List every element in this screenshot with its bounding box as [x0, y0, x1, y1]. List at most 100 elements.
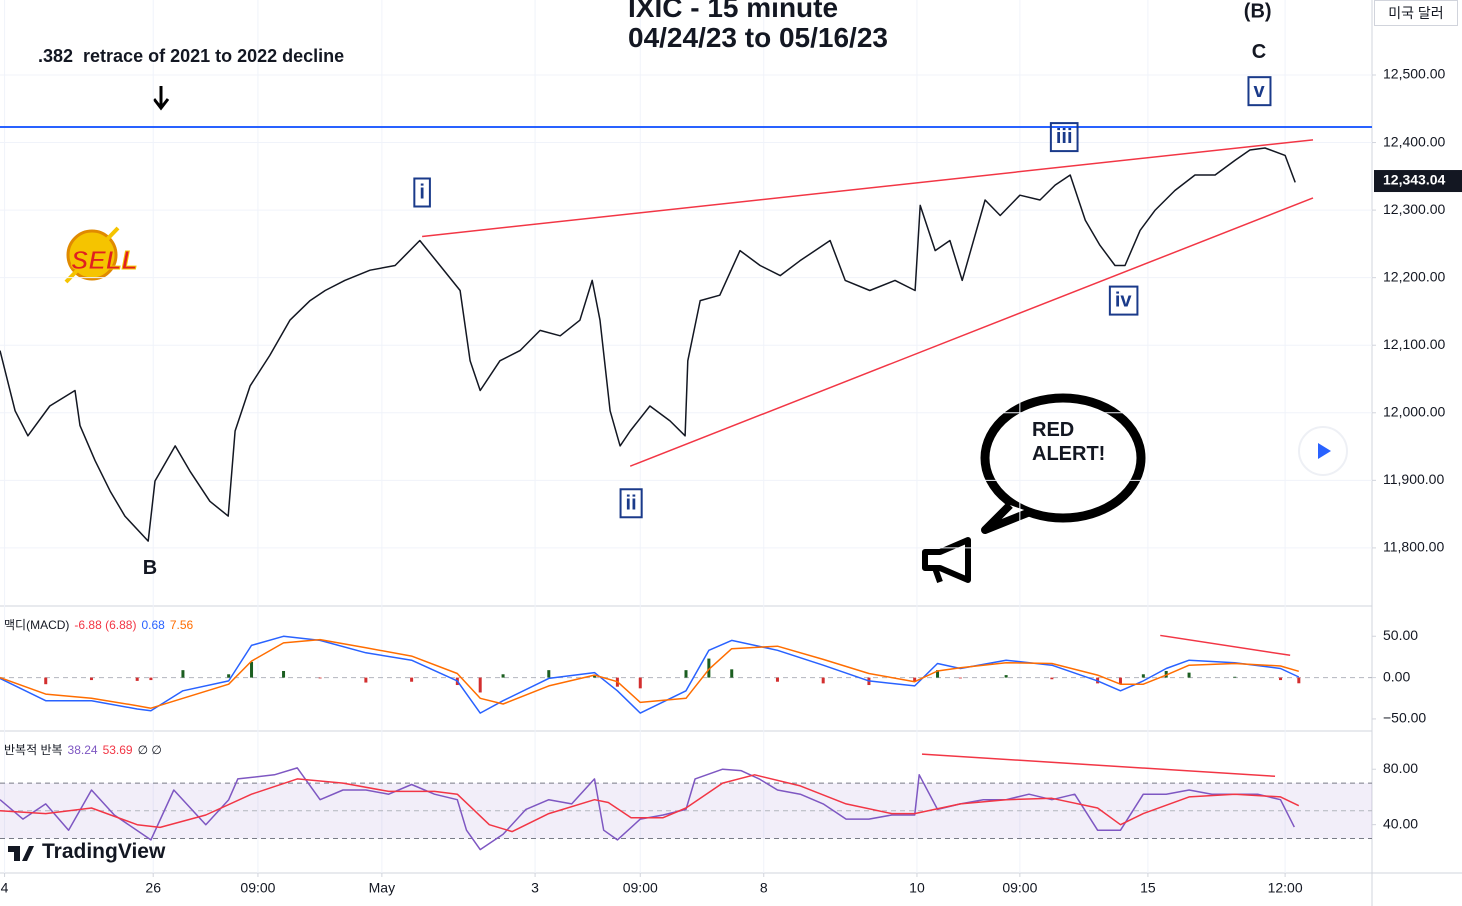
histogram-bar — [958, 677, 962, 679]
histogram-bar — [318, 677, 322, 679]
last-price-tag — [1374, 170, 1462, 193]
wave-label: ii — [626, 492, 637, 514]
wave-label-box — [1049, 122, 1079, 153]
series-line — [0, 147, 1296, 542]
histogram-bar — [501, 674, 505, 678]
trend-line — [1160, 634, 1291, 657]
x-tick-label: 3 — [531, 880, 539, 896]
y-tick-label: 11,800.00 — [1383, 539, 1444, 555]
series-line — [0, 635, 1300, 714]
annotation-note: .382 retrace of 2021 to 2022 decline — [38, 46, 345, 66]
histogram-bar — [250, 661, 254, 678]
legend-entry: 0.68 — [141, 618, 165, 632]
histogram-bar — [44, 677, 48, 685]
histogram-bar — [1004, 675, 1008, 678]
y-tick-label: 0.00 — [1383, 668, 1410, 684]
histogram-bar — [1233, 676, 1237, 678]
histogram-bar — [775, 677, 779, 682]
trend-line — [921, 753, 1276, 778]
histogram-bar — [135, 677, 139, 681]
y-tick-label: 40.00 — [1383, 815, 1418, 831]
legend-entry: 7.56 — [169, 618, 194, 632]
x-tick-label: 09:00 — [240, 880, 275, 896]
wave-label-box — [1247, 76, 1272, 107]
legend-entry: -6.88 (6.88) — [74, 618, 137, 632]
wave-label: i — [419, 181, 425, 203]
indicator-legend: 반복적 반복 38.24 53.69 ∅ ∅ — [4, 741, 167, 758]
histogram-bar — [1187, 672, 1191, 678]
y-tick-label: 50.00 — [1383, 627, 1418, 643]
histogram-bar — [707, 658, 711, 678]
series-line — [0, 767, 1295, 851]
play-icon — [1318, 443, 1331, 459]
x-tick-label: 4 — [1, 880, 9, 896]
wave-label: B — [143, 557, 157, 579]
x-tick-label: 12:00 — [1268, 880, 1303, 896]
histogram-bar — [593, 675, 597, 678]
histogram-bar — [227, 674, 231, 678]
histogram-bar — [684, 670, 688, 678]
histogram-bar — [821, 677, 825, 684]
wave-label: SELL — [71, 245, 137, 275]
bubble-tail — [981, 502, 1032, 534]
y-tick-label: 12,200.00 — [1383, 268, 1445, 284]
legend-entry: 반복적 반복 — [4, 743, 63, 757]
histogram-bar — [149, 677, 153, 681]
trend-line — [629, 197, 1314, 467]
wave-label-box — [413, 177, 431, 208]
y-tick-label: 80.00 — [1383, 760, 1418, 776]
trend-line — [422, 139, 1314, 238]
histogram-bar — [547, 670, 551, 678]
y-tick-label: 12,000.00 — [1383, 403, 1445, 419]
y-tick-label: 12,300.00 — [1383, 201, 1445, 217]
legend-entry: 38.24 — [67, 743, 98, 757]
tradingview-logo — [8, 846, 34, 861]
wave-label: C — [1252, 41, 1266, 63]
histogram-bar — [913, 677, 917, 682]
histogram-bar — [181, 670, 185, 678]
histogram-bar — [638, 677, 642, 689]
legend-entry: 53.69 — [102, 743, 133, 757]
watermark: TradingView — [42, 840, 166, 863]
y-tick-label: 11,900.00 — [1383, 471, 1444, 487]
x-tick-label: May — [369, 880, 395, 896]
histogram-bar — [364, 677, 368, 683]
currency-button[interactable]: 미국 달러 — [1374, 0, 1458, 26]
x-tick-label: 26 — [145, 880, 161, 896]
histogram-bar — [1297, 677, 1301, 684]
histogram-bar — [1118, 677, 1122, 685]
y-tick-label: 12,400.00 — [1383, 133, 1445, 149]
x-tick-label: 15 — [1140, 880, 1156, 896]
pane: 80.00 40.00 — [0, 753, 1418, 851]
sell-icon-slash — [64, 226, 120, 284]
down-arrow — [152, 86, 170, 111]
y-tick-label: 12,500.00 — [1383, 66, 1445, 82]
y-tick-label: −50.00 — [1383, 710, 1426, 726]
histogram-bar — [410, 677, 414, 682]
subtitle-line: 04/24/23 to 05/16/23 — [628, 22, 888, 53]
wave-label: iv — [1115, 290, 1133, 312]
wave-label: (B) — [1244, 0, 1272, 22]
wave-label-box — [619, 488, 643, 519]
x-tick-label: 09:00 — [1002, 880, 1037, 896]
x-tick-label: 10 — [909, 880, 925, 896]
wave-label-box — [1108, 285, 1139, 316]
histogram-bar — [936, 670, 940, 678]
histogram-bar — [478, 677, 482, 693]
last-price-label: 12,343.04 — [1383, 172, 1445, 188]
wave-label: v — [1253, 80, 1265, 102]
title-line: IXIC - 15 minute — [628, 0, 839, 23]
histogram-bar — [1141, 674, 1145, 678]
histogram-bar — [1050, 677, 1054, 680]
chart-title: IXIC - 15 minute 04/24/23 to 05/16/23 — [628, 0, 888, 53]
series-line — [0, 638, 1300, 709]
histogram-bar — [282, 670, 286, 678]
pane: 50.00 0.00 −50.00 — [0, 627, 1426, 726]
histogram-bar — [89, 677, 93, 681]
histogram-bar — [730, 669, 734, 678]
legend-entry: 맥디(MACD) — [4, 618, 70, 632]
megaphone-icon — [922, 537, 971, 584]
